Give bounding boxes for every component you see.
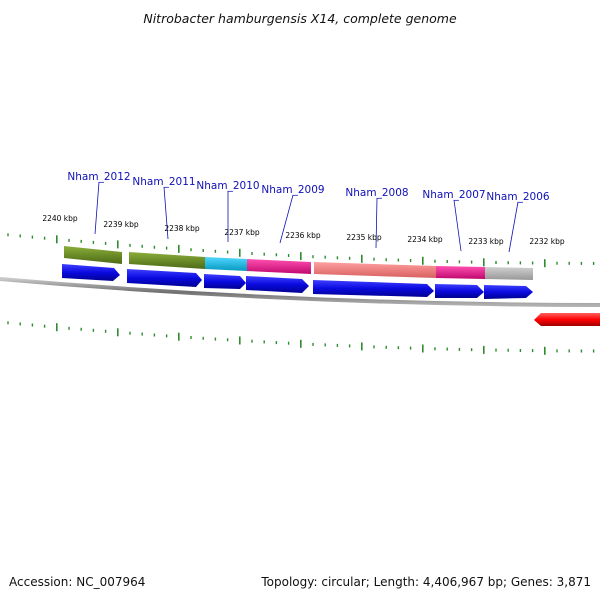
tick-label: 2233 kbp <box>468 237 504 246</box>
gene-label-nham-2007: Nham_2007 <box>422 189 485 201</box>
gene-label-nham-2010: Nham_2010 <box>196 180 259 192</box>
gene-label-nham-2011: Nham_2011 <box>132 176 195 188</box>
cog-segment-grey <box>485 267 533 280</box>
cog-segment-magenta-2 <box>436 266 485 279</box>
cds-arrow-nham-2006 <box>484 285 533 299</box>
tick-label: 2239 kbp <box>103 220 139 229</box>
accession-text: Accession: NC_007964 <box>9 575 145 589</box>
leader-line <box>163 186 169 240</box>
cog-segment-magenta-1 <box>247 259 311 274</box>
cog-segment-salmon <box>314 262 436 278</box>
map-title: Nitrobacter hamburgensis X14, complete g… <box>143 11 457 26</box>
leader-line <box>94 181 100 235</box>
cds-arrow-nham-2010 <box>204 274 246 289</box>
upper-tick-row <box>7 233 595 268</box>
tick-label: 2236 kbp <box>285 231 321 240</box>
tick-label: 2232 kbp <box>529 237 565 246</box>
cds-arrow-nham-2011 <box>127 269 202 287</box>
cog-segment-olive-2 <box>129 252 205 269</box>
gene-label-nham-2009: Nham_2009 <box>261 184 324 196</box>
forward-cds-track <box>62 264 533 299</box>
gene-label-nham-2012: Nham_2012 <box>67 171 130 183</box>
cog-segment-cyan <box>205 257 247 271</box>
genome-summary-text: Topology: circular; Length: 4,406,967 bp… <box>260 575 591 589</box>
tick-label: 2237 kbp <box>224 228 260 237</box>
cds-arrow-nham-2009 <box>246 276 309 293</box>
gene-labels: Nham_2012 Nham_2011 Nham_2010 Nham_2009 … <box>67 171 550 253</box>
leader-line <box>375 197 378 249</box>
leader-line <box>279 194 294 244</box>
cds-arrow-nham-2012 <box>62 264 120 281</box>
cog-segment-olive-1 <box>64 246 122 264</box>
gene-label-nham-2006: Nham_2006 <box>486 191 549 203</box>
tick-label: 2235 kbp <box>346 233 382 242</box>
tick-label: 2238 kbp <box>164 224 200 233</box>
tick-label: 2234 kbp <box>407 235 443 244</box>
lower-tick-row <box>7 321 595 355</box>
genome-backbone <box>0 277 600 307</box>
leader-line <box>508 201 519 253</box>
cds-arrow-nham-2008 <box>313 280 434 297</box>
leader-line <box>453 199 462 252</box>
reverse-cds-arrow <box>534 313 600 326</box>
tick-label: 2240 kbp <box>42 214 78 223</box>
tick-labels: 2240 kbp 2239 kbp 2238 kbp 2237 kbp 2236… <box>42 214 565 246</box>
cog-band <box>64 246 533 280</box>
gene-label-nham-2008: Nham_2008 <box>345 187 408 199</box>
cds-arrow-nham-2007 <box>435 284 484 298</box>
